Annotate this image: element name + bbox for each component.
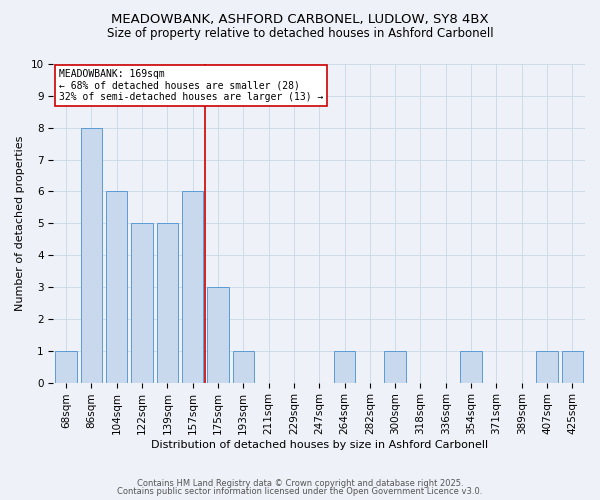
Bar [131, 224, 153, 382]
Bar [207, 287, 229, 382]
Bar [157, 224, 178, 382]
Bar [536, 350, 558, 382]
Bar [385, 350, 406, 382]
Bar [182, 192, 203, 382]
Text: Size of property relative to detached houses in Ashford Carbonell: Size of property relative to detached ho… [107, 28, 493, 40]
Bar [334, 350, 355, 382]
Y-axis label: Number of detached properties: Number of detached properties [15, 136, 25, 311]
Bar [80, 128, 102, 382]
Bar [233, 350, 254, 382]
X-axis label: Distribution of detached houses by size in Ashford Carbonell: Distribution of detached houses by size … [151, 440, 488, 450]
Text: Contains HM Land Registry data © Crown copyright and database right 2025.: Contains HM Land Registry data © Crown c… [137, 478, 463, 488]
Bar [106, 192, 127, 382]
Text: MEADOWBANK, ASHFORD CARBONEL, LUDLOW, SY8 4BX: MEADOWBANK, ASHFORD CARBONEL, LUDLOW, SY… [111, 12, 489, 26]
Text: Contains public sector information licensed under the Open Government Licence v3: Contains public sector information licen… [118, 487, 482, 496]
Text: MEADOWBANK: 169sqm
← 68% of detached houses are smaller (28)
32% of semi-detache: MEADOWBANK: 169sqm ← 68% of detached hou… [59, 69, 323, 102]
Bar [55, 350, 77, 382]
Bar [460, 350, 482, 382]
Bar [562, 350, 583, 382]
